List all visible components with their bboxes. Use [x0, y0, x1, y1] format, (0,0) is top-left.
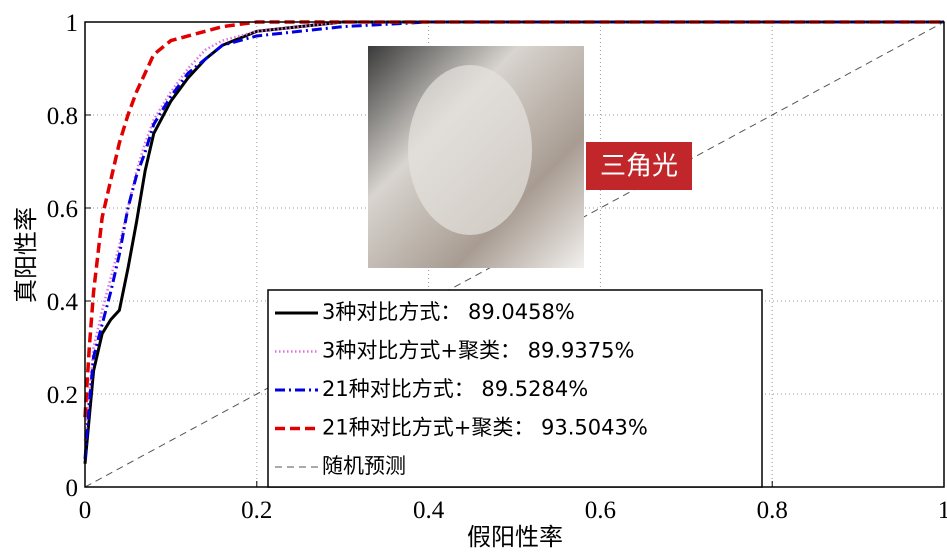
roc-line: [83, 20, 944, 460]
x-tick-label: 0: [79, 497, 92, 524]
y-tick-label: 0.8: [47, 103, 78, 130]
y-tick-label: 0.6: [47, 196, 78, 223]
x-tick-label: 0.6: [585, 497, 616, 524]
legend-box: [267, 289, 763, 488]
x-tick-label: 0.2: [241, 497, 272, 524]
face-shape: [408, 65, 532, 235]
roc-line: [84, 21, 945, 488]
x-tick-label: 1: [938, 497, 947, 524]
y-tick-label: 0.2: [47, 382, 78, 409]
x-tick-label: 0.4: [413, 497, 445, 524]
legend-label: 21种对比方式： 89.5284%: [322, 377, 588, 401]
annotation: 三角光: [600, 152, 678, 182]
roc-line: [83, 20, 944, 418]
annotation-box: [586, 142, 692, 190]
legend-label: 随机预测: [322, 454, 406, 478]
x-tick-label: 0.8: [757, 497, 788, 524]
x-axis-label: 假阳性率: [467, 523, 563, 551]
y-tick-label: 0.4: [47, 289, 79, 316]
legend-label: 21种对比方式+聚类： 93.5043%: [322, 416, 648, 440]
y-tick-label: 1: [66, 10, 79, 37]
legend-label: 3种对比方式+聚类： 89.9375%: [322, 339, 634, 363]
legend-label: 3种对比方式： 89.0458%: [322, 300, 575, 324]
y-tick-label: 0: [66, 475, 79, 502]
y-axis-label: 真阳性率: [12, 207, 40, 303]
